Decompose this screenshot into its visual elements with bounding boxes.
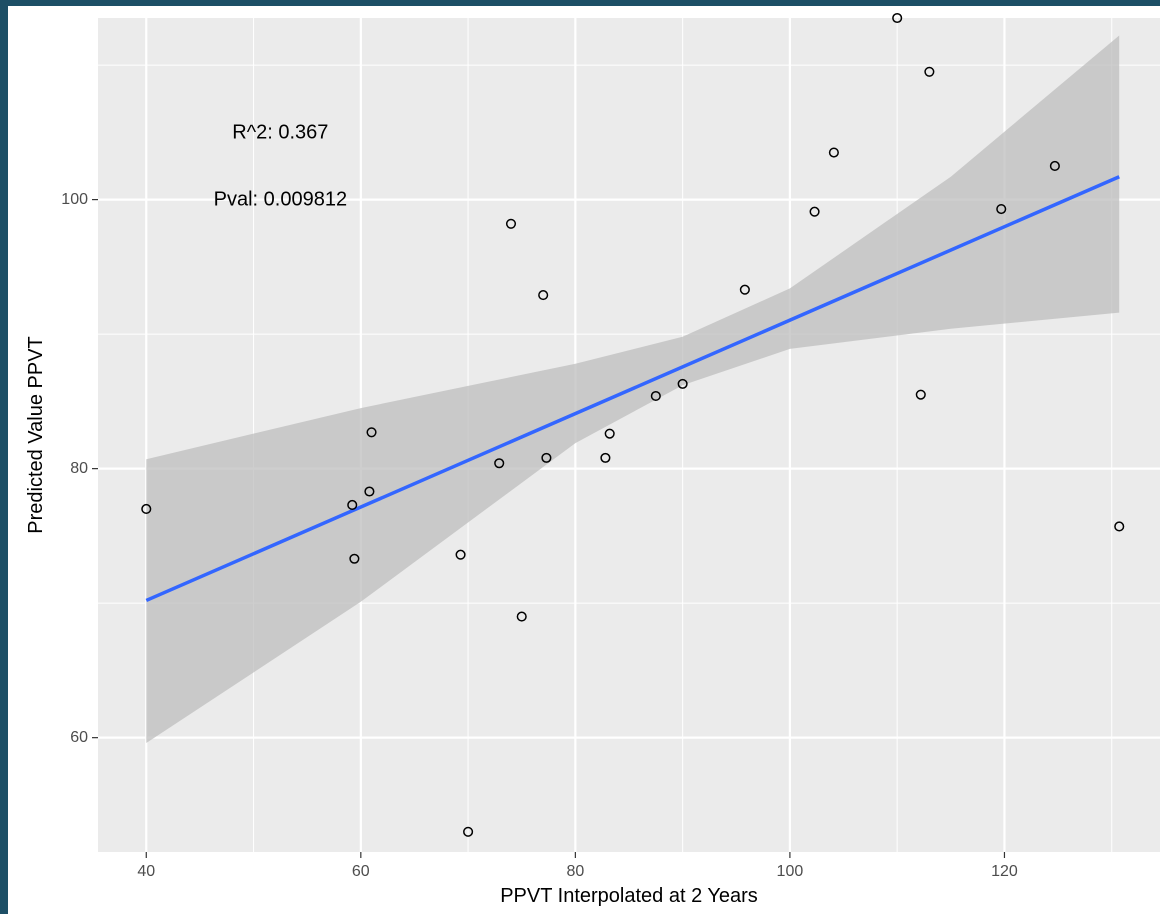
scatter-plot: R^2: 0.367 Pval: 0.009812 40 60 80 100 120 60… [25,12,1160,907]
data-point [828,147,839,158]
data-point [600,452,611,463]
data-point [463,826,474,837]
data-points [141,12,1125,837]
annotations: R^2: 0.367 Pval: 0.009812 [214,121,347,210]
data-point [892,12,903,24]
data-point [505,218,517,229]
data-point [538,290,549,301]
data-point [541,452,552,463]
fit-line-layer [145,175,1120,603]
data-point [809,206,820,217]
data-point [455,549,466,560]
y-axis-title: Predicted Value PPVT [25,336,47,534]
data-point [366,427,377,438]
data-point [516,611,527,622]
x-tick-label: 60 [352,863,370,880]
annotation-label: R^2: 0.367 [232,121,328,143]
data-point [739,284,750,295]
data-point [924,66,935,77]
data-point [915,389,926,400]
data-point [677,378,688,389]
x-tick-label: 80 [566,863,584,880]
regression-line [145,175,1120,603]
y-tick-label: 80 [70,460,88,477]
x-axis: 40 60 80 100 120 [137,852,1018,880]
annotation-label: Pval: 0.009812 [214,189,347,211]
data-point [650,390,661,402]
data-point [349,553,360,564]
x-tick-label: 40 [137,863,155,880]
x-tick-label: 120 [991,863,1018,880]
data-point [1114,521,1125,532]
data-point [347,499,358,510]
y-tick-label: 60 [70,729,88,746]
x-axis-title: PPVT Interpolated at 2 Years [500,885,758,907]
data-point [604,428,615,439]
x-tick-label: 100 [777,863,804,880]
y-axis: 60 80 100 [61,191,98,746]
data-point [1049,160,1060,172]
data-point [364,486,375,497]
data-point [141,503,152,515]
data-point [996,203,1007,215]
y-tick-label: 100 [61,191,88,208]
figure-frame: R^2: 0.367 Pval: 0.009812 40 60 80 100 120 60… [8,6,1160,914]
data-point [494,458,505,469]
